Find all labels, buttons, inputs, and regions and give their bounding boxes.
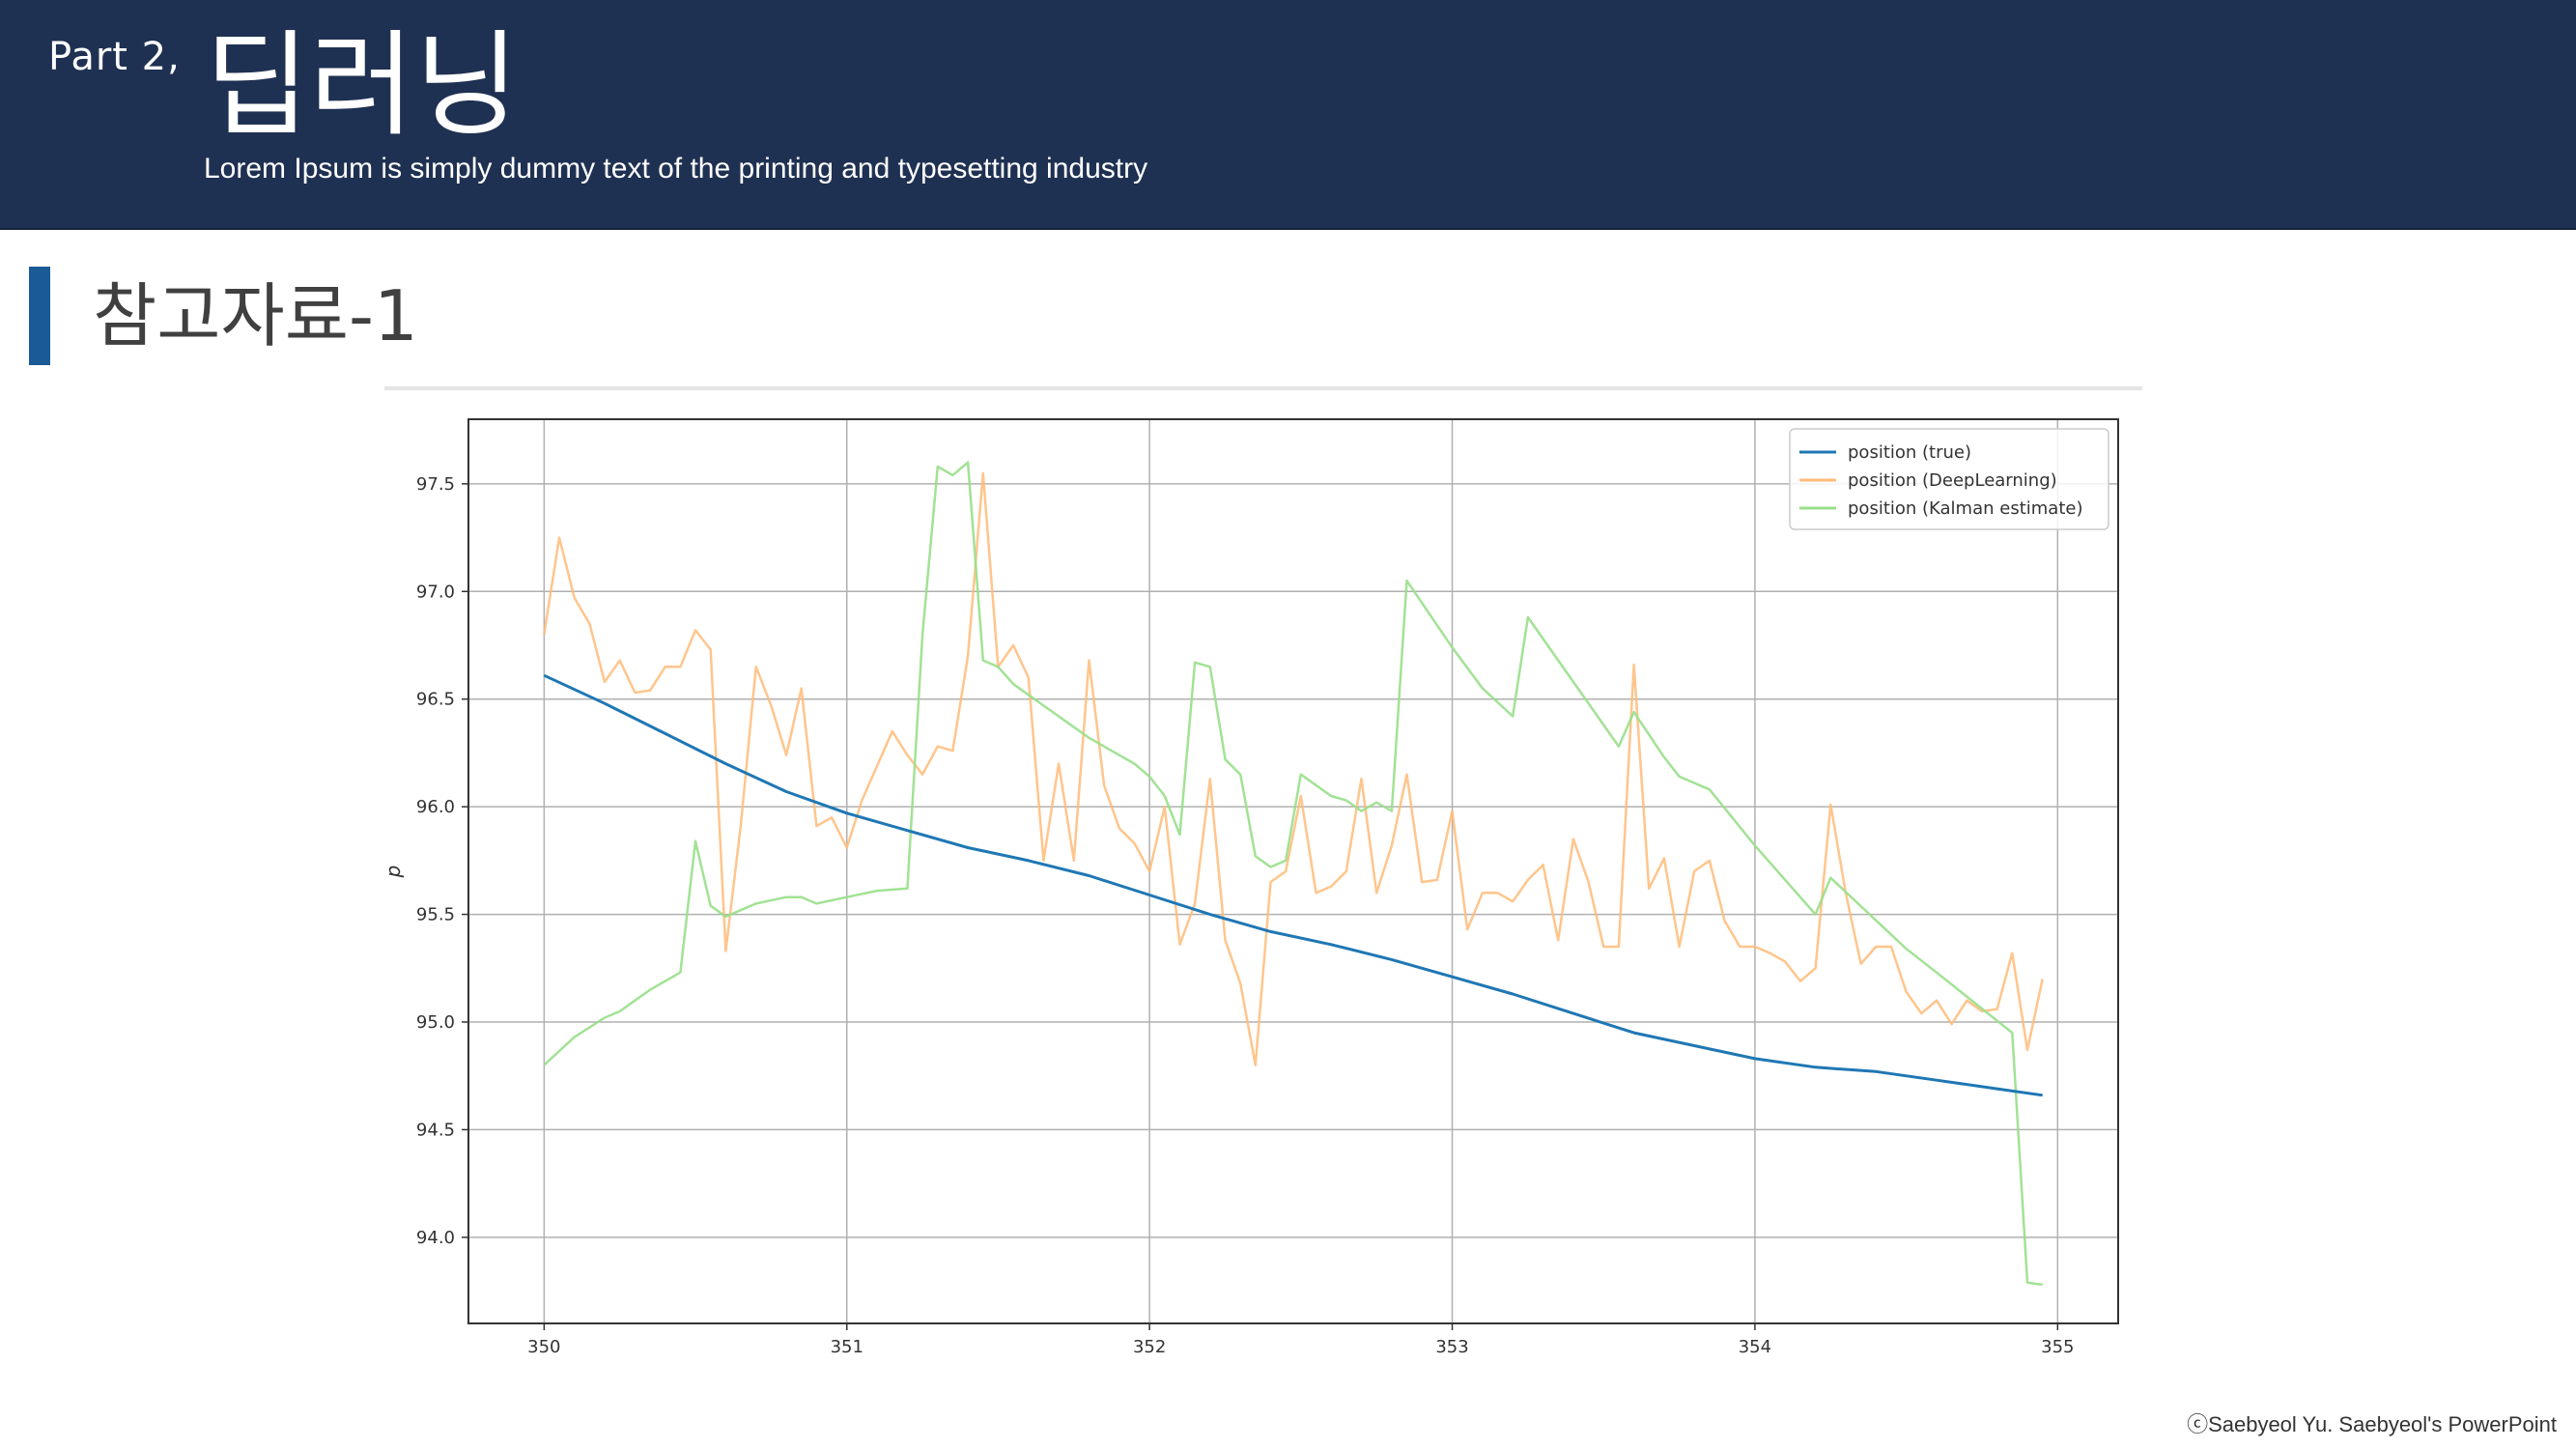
legend-box [1789,428,2109,530]
y-axis-label: p [384,866,405,879]
y-tick-label: 97.0 [416,582,455,602]
series-line-kalman [543,461,2043,1287]
y-tick-label: 97.5 [416,474,455,495]
chart-container: 350 351 352 353 354 355 94.0 94.5 95.0 95.5 96.0 96… [384,386,2142,1358]
y-tick-label: 96.0 [416,797,455,817]
section-title: 참고자료-1 [93,275,418,356]
plot-area-border [467,418,2119,1324]
part-label: Part 2, [48,35,181,79]
section-accent-bar [29,267,50,365]
copyright-footer: ⓒSaebyeol Yu. Saebyeol's PowerPoint [2187,1412,2557,1436]
legend-label: position (true) [1848,442,1971,463]
y-tick-label: 95.5 [416,905,455,925]
y-tick-label: 94.0 [416,1228,455,1248]
x-tick-label: 353 [1435,1337,1468,1357]
y-tick-label: 94.5 [416,1120,455,1140]
legend-label: position (DeepLearning) [1848,470,2057,491]
page-subtitle: Lorem Ipsum is simply dummy text of the … [204,153,1148,185]
line-chart: 350 351 352 353 354 355 94.0 94.5 95.0 95.5 96.0 96… [384,418,2119,1357]
x-tick-label: 355 [2041,1337,2074,1357]
legend-label: position (Kalman estimate) [1848,498,2082,519]
x-tick-label: 350 [527,1337,560,1357]
x-tick-label: 354 [1739,1337,1771,1357]
y-tick-label: 95.0 [416,1012,455,1033]
x-tick-label: 351 [831,1337,863,1357]
page-title: 딥러닝 [205,18,520,152]
y-tick-label: 96.5 [416,690,455,710]
series-line-true [543,673,2043,1097]
x-tick-label: 352 [1133,1337,1166,1357]
header-banner: Part 2, 딥러닝 Lorem Ipsum is simply dummy … [0,0,2576,230]
series-line-deeplearning [543,471,2044,1066]
